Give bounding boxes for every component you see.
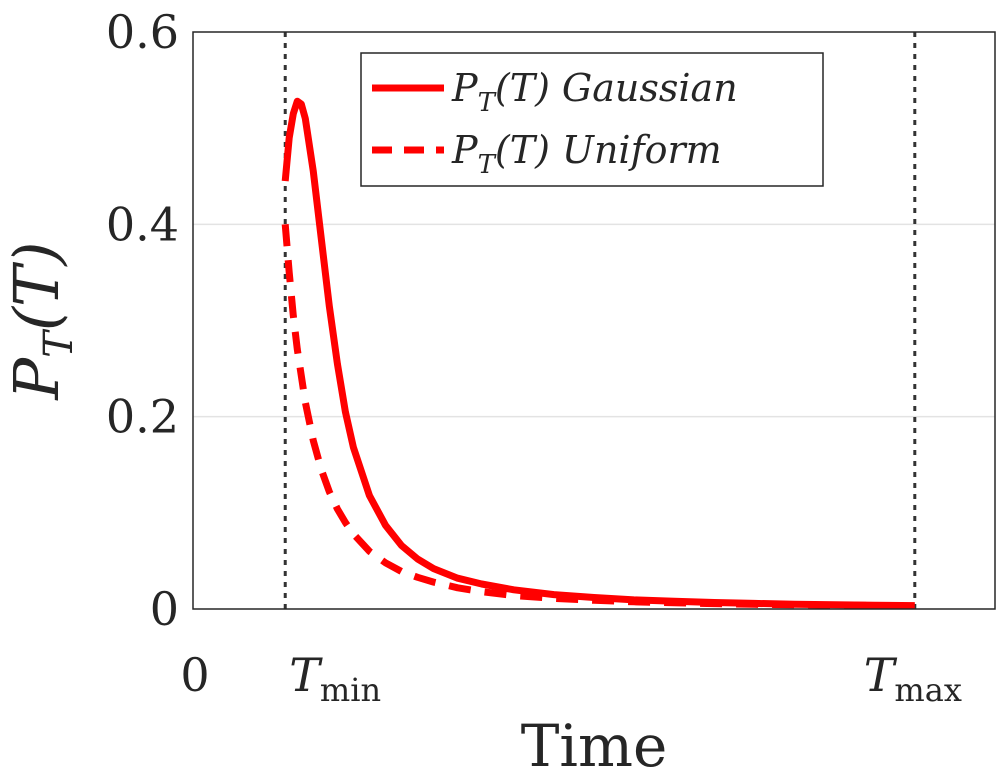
y-tick-label-1: 0.2 (106, 390, 179, 444)
y-tick-labels: 0 0.2 0.4 0.6 (106, 5, 179, 636)
y-axis-label-base: P (0, 357, 73, 401)
y-axis-label-arg: (T) (0, 241, 73, 331)
x-tick-label-1: Tmin (289, 648, 381, 709)
vline-layer (283, 32, 917, 609)
y-axis-label-sub: T (36, 328, 82, 358)
y-tick-label-3: 0.6 (106, 5, 179, 59)
legend-box (360, 52, 824, 187)
grid-layer (193, 223, 995, 418)
x-tick-label-2: Tmax (864, 648, 962, 709)
x-axis-label: Time (521, 712, 668, 774)
plot-frame (192, 31, 996, 610)
y-tick-label-0: 0 (150, 582, 179, 636)
legend-label-gaussian: PT(T) Gaussian (451, 66, 738, 118)
series-layer (281, 97, 915, 610)
legend: PT(T) Gaussian PT(T) Uniform (360, 52, 824, 187)
y-tick-label-2: 0.4 (106, 197, 179, 251)
legend-label-uniform: PT(T) Uniform (451, 128, 722, 180)
svg-text:PT(T): PT(T) (0, 241, 82, 400)
y-axis-label: PT(T) (0, 241, 82, 400)
x-tick-label-0: 0 (180, 648, 209, 702)
x-tick-labels: 0 Tmin Tmax (180, 648, 962, 709)
series-line-uniform (281, 224, 915, 610)
legend-entry-gaussian: PT(T) Gaussian (372, 66, 738, 118)
legend-entry-uniform: PT(T) Uniform (372, 128, 722, 180)
